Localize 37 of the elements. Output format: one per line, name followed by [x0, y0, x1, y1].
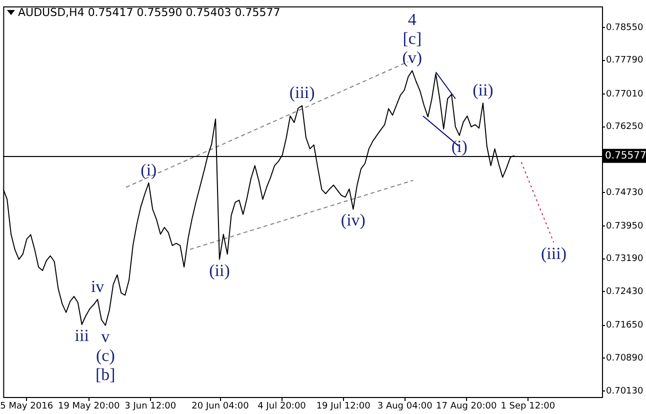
y-tick-label: 0.70130 [606, 386, 644, 396]
y-tick-label: 0.72430 [606, 287, 644, 298]
annotation: iv [90, 276, 105, 296]
annotation: (c) [96, 346, 115, 365]
x-tick-label: 19 Jul 12:00 [316, 402, 371, 412]
annotation: [b] [96, 364, 116, 384]
x-tick-label: 4 Jul 20:00 [258, 402, 306, 412]
annotation: (i) [140, 160, 157, 180]
x-tick-label: 20 Jun 04:00 [192, 402, 250, 412]
annotation: (ii) [472, 80, 494, 100]
x-tick-label: 3 Jun 12:00 [124, 402, 176, 412]
annotation: v [101, 326, 110, 346]
y-tick-label: 0.71650 [606, 320, 644, 331]
x-tick-label: 5 May 2016 [0, 402, 54, 412]
annotation: [c] [402, 29, 422, 48]
y-tick-label: 0.73190 [606, 254, 644, 264]
x-tick-label: 3 Aug 04:00 [377, 402, 433, 412]
x-tick-label: 17 Aug 20:00 [436, 402, 497, 412]
annotation: (v) [402, 48, 422, 68]
annotation: (ii) [209, 260, 230, 280]
y-tick-label: 0.74730 [606, 188, 644, 198]
x-tick-label: 1 Sep 12:00 [500, 402, 556, 412]
chart-title: AUDUSD,H4 0.75417 0.75590 0.75403 0.75577 [18, 6, 280, 19]
y-tick-label: 0.77790 [606, 56, 644, 66]
ref-line-label: 0.75577 [605, 150, 646, 162]
y-tick-label: 0.78550 [606, 22, 644, 33]
annotation: 4 [408, 10, 417, 30]
y-tick-label: 0.77010 [606, 89, 644, 100]
annotation: (iii) [541, 244, 567, 263]
annotation: (i) [451, 136, 468, 156]
y-tick-label: 0.70890 [606, 354, 644, 364]
annotation: (iii) [289, 83, 315, 102]
y-tick-label: 0.76250 [606, 122, 644, 132]
x-tick-label: 19 May 20:00 [58, 402, 120, 412]
annotation: iii [74, 326, 90, 345]
annotation: (iv) [340, 210, 366, 230]
y-tick-label: 0.73950 [606, 221, 644, 232]
